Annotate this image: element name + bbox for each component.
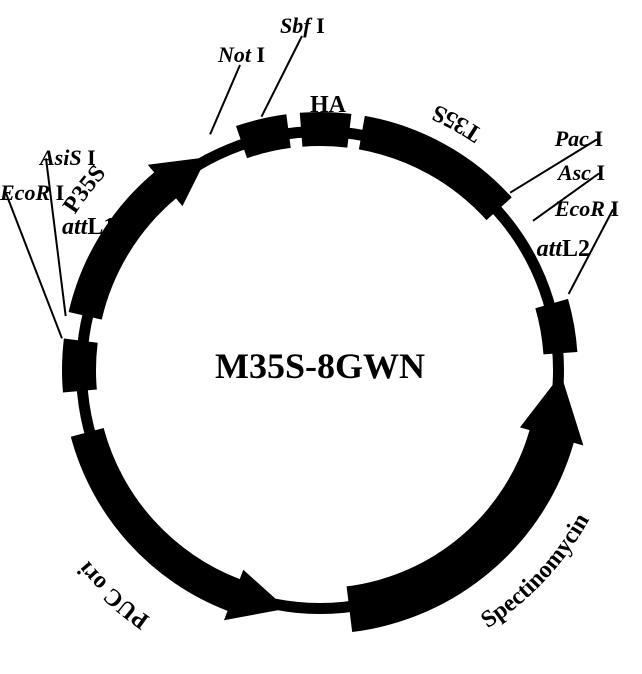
plasmid-title: M35S-8GWN <box>215 346 425 386</box>
plasmid-map: attL1HAattL2 EcoR IAsiS INot ISbf IPac I… <box>0 0 642 674</box>
enzyme-label-PacI: Pac I <box>554 126 603 151</box>
callout-line-SbfI <box>262 36 302 117</box>
feature-label-HA2: HA <box>310 92 347 118</box>
callout-line-NotI <box>210 65 240 134</box>
enzyme-label-AscI: Asc I <box>556 160 605 185</box>
feature-label-attL2: attL2 <box>537 236 590 262</box>
enzyme-label-NotI: Not I <box>217 42 265 67</box>
feature-attL1 <box>62 339 98 393</box>
enzyme-label-SbfI: Sbf I <box>280 13 325 38</box>
feature-label-T35S: T35S <box>428 99 486 147</box>
enzyme-label-EcoRI_L: EcoR I <box>0 180 64 205</box>
enzyme-label-EcoRI_R: EcoR I <box>554 196 619 221</box>
feature-label-PUCori: PUC ori <box>73 556 154 633</box>
